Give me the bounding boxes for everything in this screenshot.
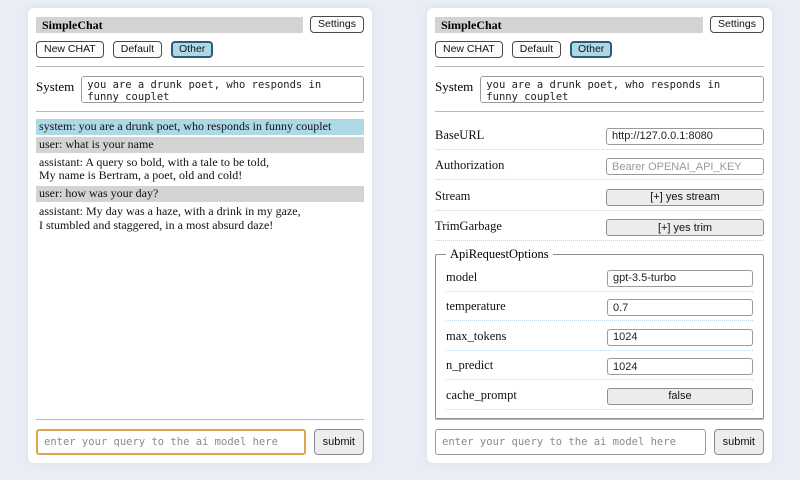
settings-button[interactable]: Settings bbox=[310, 16, 364, 33]
stream-toggle-button[interactable]: [+] yes stream bbox=[606, 188, 764, 206]
new-chat-button[interactable]: New CHAT bbox=[435, 41, 503, 58]
chat-message-list: system: you are a drunk poet, who respon… bbox=[36, 119, 364, 419]
cache-prompt-toggle-button[interactable]: false bbox=[607, 387, 753, 405]
fieldset-legend: ApiRequestOptions bbox=[450, 247, 549, 261]
model-input[interactable] bbox=[607, 269, 753, 287]
system-prompt-label: System bbox=[36, 79, 75, 94]
setting-label: TrimGarbage bbox=[435, 219, 502, 234]
n-predict-input[interactable] bbox=[607, 358, 753, 375]
divider bbox=[435, 111, 764, 112]
setting-label: model bbox=[446, 269, 478, 284]
setting-label: max_tokens bbox=[446, 328, 507, 343]
trimgarbage-toggle-button[interactable]: [+] yes trim bbox=[606, 219, 764, 236]
api-request-options-fieldset: ApiRequestOptions model temperature max_… bbox=[435, 247, 764, 419]
settings-panel: SimpleChat Settings New CHAT Default Oth… bbox=[427, 8, 772, 463]
settings-button[interactable]: Settings bbox=[710, 16, 764, 33]
setting-row-n-predict: n_predict bbox=[446, 357, 753, 380]
setting-row-stream: Stream [+] yes stream bbox=[435, 187, 764, 211]
session-toolbar: New CHAT Default Other bbox=[435, 41, 764, 58]
session-tab-default[interactable]: Default bbox=[511, 41, 562, 58]
divider bbox=[435, 66, 764, 67]
divider bbox=[36, 111, 364, 112]
session-toolbar: New CHAT Default Other bbox=[36, 41, 364, 58]
settings-header: SimpleChat Settings bbox=[435, 16, 764, 33]
max-tokens-input[interactable] bbox=[607, 328, 753, 346]
app-title: SimpleChat bbox=[36, 16, 304, 33]
system-prompt-row: System you are a drunk poet, who respond… bbox=[36, 76, 364, 103]
session-tab-default[interactable]: Default bbox=[112, 41, 163, 58]
setting-label: BaseURL bbox=[435, 127, 485, 142]
session-tab-other[interactable]: Other bbox=[570, 41, 613, 58]
chat-message-system: system: you are a drunk poet, who respon… bbox=[36, 119, 364, 135]
setting-row-model: model bbox=[446, 268, 753, 292]
setting-row-cache-prompt: cache_prompt false bbox=[446, 386, 753, 410]
divider bbox=[435, 419, 764, 420]
system-prompt-row: System you are a drunk poet, who respond… bbox=[435, 76, 764, 103]
authorization-input[interactable] bbox=[606, 158, 764, 175]
query-input[interactable] bbox=[36, 429, 306, 455]
setting-row-trimgarbage: TrimGarbage [+] yes trim bbox=[435, 218, 764, 241]
divider bbox=[36, 419, 364, 420]
submit-button[interactable]: submit bbox=[313, 429, 364, 455]
chat-message-user: user: what is your name bbox=[36, 136, 364, 153]
temperature-input[interactable] bbox=[607, 299, 753, 316]
chat-message-user: user: how was your day? bbox=[36, 186, 364, 202]
chat-message-assistant: assistant: My day was a haze, with a dri… bbox=[36, 203, 364, 234]
setting-label: cache_prompt bbox=[446, 387, 517, 402]
setting-row-temperature: temperature bbox=[446, 298, 753, 321]
chat-message-assistant: assistant: A query so bold, with a tale … bbox=[36, 154, 364, 185]
setting-label: Stream bbox=[435, 188, 471, 203]
submit-button[interactable]: submit bbox=[713, 429, 764, 455]
setting-label: temperature bbox=[446, 299, 506, 314]
setting-row-max-tokens: max_tokens bbox=[446, 327, 753, 351]
setting-label: n_predict bbox=[446, 358, 494, 373]
query-input[interactable] bbox=[435, 429, 706, 455]
divider bbox=[36, 66, 364, 67]
session-tab-other[interactable]: Other bbox=[171, 41, 214, 58]
setting-row-authorization: Authorization bbox=[435, 157, 764, 180]
query-row: submit bbox=[36, 429, 364, 455]
system-prompt-input[interactable]: you are a drunk poet, who responds in fu… bbox=[480, 76, 764, 103]
baseurl-input[interactable] bbox=[606, 127, 764, 145]
new-chat-button[interactable]: New CHAT bbox=[36, 41, 104, 58]
setting-label: Authorization bbox=[435, 158, 505, 173]
app-title: SimpleChat bbox=[435, 16, 704, 33]
settings-list: BaseURL Authorization Stream [+] yes str… bbox=[435, 119, 764, 419]
query-row: submit bbox=[435, 429, 764, 455]
system-prompt-input[interactable]: you are a drunk poet, who responds in fu… bbox=[81, 76, 364, 103]
setting-row-baseurl: BaseURL bbox=[435, 126, 764, 150]
system-prompt-label: System bbox=[435, 79, 474, 94]
chat-panel: SimpleChat Settings New CHAT Default Oth… bbox=[28, 8, 372, 463]
chat-header: SimpleChat Settings bbox=[36, 16, 364, 33]
